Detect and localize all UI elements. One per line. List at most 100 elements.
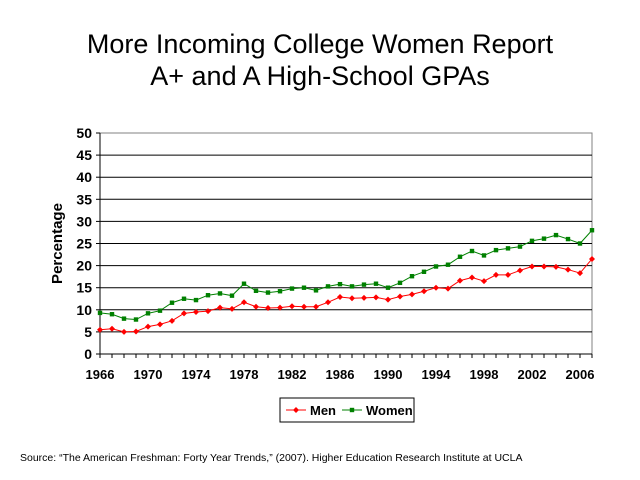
- chart-title-line-1: More Incoming College Women Report: [86, 29, 554, 59]
- data-point-men: [337, 293, 343, 300]
- data-point-men: [445, 285, 451, 292]
- data-point-women: [217, 291, 223, 296]
- data-point-men: [481, 278, 487, 285]
- data-point-men: [157, 321, 163, 328]
- data-point-women: [253, 288, 259, 293]
- data-point-women: [373, 281, 379, 286]
- data-point-women: [349, 284, 355, 289]
- data-point-men: [529, 263, 535, 270]
- y-tick-label: 20: [76, 258, 92, 274]
- data-point-men: [469, 274, 475, 281]
- data-point-women: [517, 244, 523, 249]
- data-point-women: [109, 312, 115, 317]
- data-point-women: [121, 316, 127, 321]
- data-point-women: [193, 297, 199, 303]
- data-point-men: [109, 325, 115, 332]
- data-point-women: [277, 289, 283, 294]
- data-point-women: [265, 290, 271, 295]
- x-tick-label: 1970: [134, 367, 163, 382]
- legend-marker-women: [349, 407, 355, 413]
- data-point-women: [289, 286, 295, 291]
- data-point-men: [397, 293, 403, 300]
- data-point-women: [421, 269, 427, 274]
- data-point-men: [181, 310, 187, 317]
- data-point-men: [553, 263, 559, 270]
- source-note: Source: “The American Freshman: Forty Ye…: [20, 452, 523, 464]
- data-point-men: [217, 304, 223, 311]
- data-point-women: [337, 281, 343, 287]
- data-point-men: [133, 328, 139, 335]
- x-tick-label: 1974: [182, 367, 212, 382]
- data-point-women: [529, 238, 535, 244]
- data-point-men: [433, 284, 439, 291]
- data-point-men: [289, 303, 295, 310]
- data-point-men: [517, 267, 523, 274]
- x-tick-label: 1990: [374, 367, 403, 382]
- data-point-women: [361, 282, 367, 287]
- data-point-men: [361, 294, 367, 301]
- data-point-men: [193, 309, 199, 316]
- data-point-women: [565, 236, 571, 242]
- x-tick-label: 2006: [566, 367, 595, 382]
- data-point-women: [433, 264, 439, 269]
- data-point-women: [481, 253, 487, 258]
- data-point-men: [205, 308, 211, 315]
- data-point-men: [97, 326, 103, 333]
- data-point-women: [457, 254, 463, 259]
- data-point-men: [169, 317, 175, 324]
- x-tick-label: 1986: [326, 367, 355, 382]
- y-tick-label: 30: [76, 213, 92, 229]
- data-point-men: [229, 305, 235, 312]
- data-point-men: [253, 303, 259, 310]
- y-tick-label: 25: [76, 236, 92, 252]
- x-tick-label: 1998: [470, 367, 499, 382]
- data-point-women: [145, 311, 151, 316]
- data-point-men: [541, 263, 547, 270]
- data-point-women: [541, 236, 547, 241]
- data-point-men: [265, 305, 271, 312]
- data-point-women: [313, 288, 319, 293]
- data-point-women: [469, 248, 475, 254]
- data-point-men: [277, 304, 283, 311]
- data-point-women: [493, 247, 499, 253]
- data-point-women: [133, 317, 139, 322]
- data-point-women: [241, 281, 247, 286]
- data-point-women: [229, 293, 235, 298]
- data-point-men: [325, 299, 331, 306]
- data-point-men: [313, 303, 319, 310]
- data-point-women: [181, 296, 187, 301]
- y-axis-label: Percentage: [49, 203, 66, 284]
- x-tick-label: 1994: [422, 367, 452, 382]
- y-tick-label: 35: [76, 191, 92, 207]
- y-tick-label: 40: [76, 169, 92, 185]
- x-tick-label: 1966: [86, 367, 115, 382]
- data-point-men: [409, 291, 415, 298]
- chart-title: More Incoming College Women Report A+ an…: [0, 28, 640, 92]
- y-tick-label: 50: [76, 125, 92, 141]
- data-point-men: [505, 271, 511, 278]
- data-point-men: [421, 288, 427, 295]
- data-point-women: [505, 246, 511, 251]
- data-point-women: [397, 280, 403, 286]
- data-point-women: [589, 228, 595, 233]
- x-tick-label: 2002: [518, 367, 547, 382]
- data-point-men: [493, 271, 499, 278]
- data-point-women: [385, 285, 391, 290]
- data-point-women: [157, 308, 163, 313]
- data-point-women: [577, 241, 583, 246]
- data-point-women: [325, 284, 331, 289]
- y-tick-label: 0: [84, 346, 92, 362]
- data-point-women: [301, 285, 307, 290]
- legend-marker-men: [293, 407, 299, 413]
- legend-label-men: Men: [310, 403, 336, 418]
- data-point-men: [301, 303, 307, 310]
- y-tick-label: 5: [84, 324, 92, 340]
- data-point-men: [589, 255, 595, 262]
- data-point-men: [145, 323, 151, 330]
- data-point-men: [577, 270, 583, 277]
- data-point-women: [205, 293, 211, 298]
- x-tick-label: 1978: [230, 367, 259, 382]
- data-point-men: [349, 295, 355, 302]
- data-point-women: [553, 232, 559, 238]
